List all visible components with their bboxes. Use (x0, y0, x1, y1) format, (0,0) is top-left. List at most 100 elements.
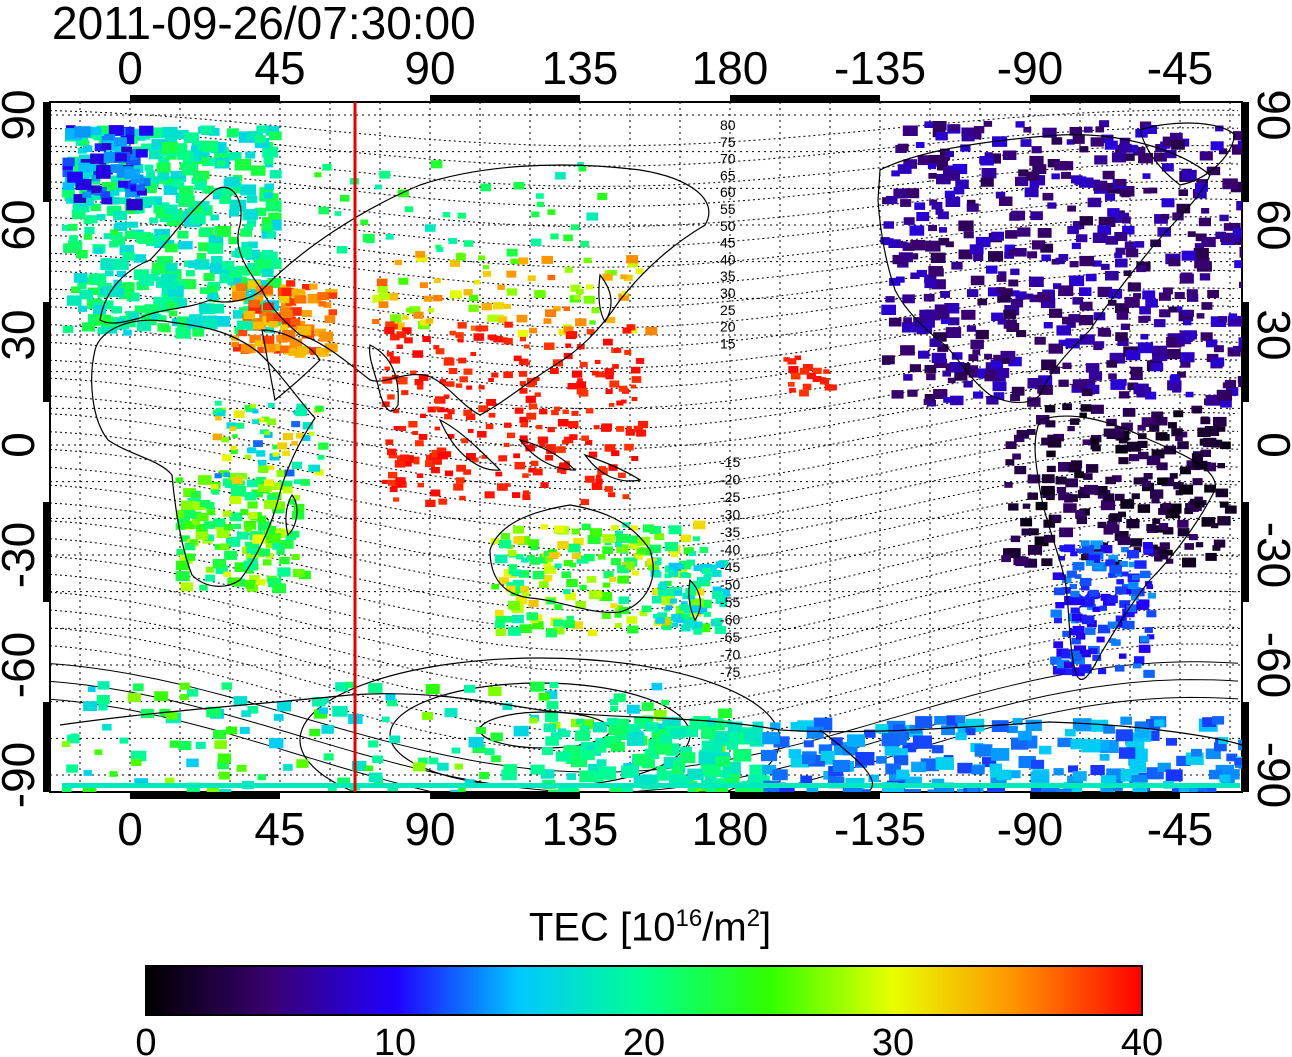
colorbar-tick-label: 10 (374, 1022, 416, 1057)
tec-cell (1195, 233, 1207, 242)
tec-cell (1138, 599, 1150, 608)
tec-cell (243, 293, 259, 305)
tec-cell (1062, 576, 1072, 584)
tec-cell (317, 292, 329, 301)
tec-cell (125, 186, 140, 198)
tec-cell (937, 211, 949, 220)
tec-cell (1124, 296, 1140, 308)
tec-cell (450, 789, 464, 792)
tec-cell (1077, 489, 1090, 499)
tec-cell (1212, 545, 1221, 551)
tec-cell (1079, 301, 1093, 311)
tec-cell (1053, 768, 1064, 776)
colorbar: 0 10 20 30 40 (135, 965, 1163, 1057)
tec-cell (1097, 286, 1113, 297)
tec-cell (432, 458, 442, 465)
tec-cell (881, 304, 896, 315)
tec-cell (161, 293, 178, 305)
tec-cell (94, 154, 103, 161)
tec-cell (1047, 202, 1057, 209)
tec-cell (211, 256, 223, 264)
tec-cell (388, 452, 398, 459)
tec-cell (201, 140, 218, 153)
tec-cell (1031, 240, 1046, 250)
tec-cell (1103, 725, 1115, 734)
axis-tick-label: 60 (0, 199, 44, 250)
tec-cell (1028, 276, 1044, 287)
tec-cell (88, 287, 99, 295)
tec-cell (618, 472, 626, 478)
tec-cell (715, 561, 726, 568)
tec-cell (88, 163, 99, 172)
tec-cell (656, 765, 667, 773)
tec-cell (1233, 131, 1242, 141)
tec-cell (254, 207, 267, 217)
tec-cell (102, 723, 112, 731)
tec-cell (408, 421, 418, 428)
tec-cell (63, 243, 77, 253)
tec-cell (651, 682, 663, 691)
tec-cell (599, 592, 613, 601)
tec-cell (1012, 453, 1021, 460)
tec-cell (581, 435, 589, 441)
tec-cell (1038, 375, 1053, 386)
tec-cell (1001, 288, 1013, 297)
tec-cell (262, 416, 270, 422)
axis-tick-label: -90 (1248, 742, 1292, 808)
tec-cell (418, 757, 428, 765)
tec-cell (1107, 208, 1120, 217)
tec-cell (1088, 371, 1103, 381)
tec-cell (591, 370, 599, 376)
tec-cell (659, 581, 668, 587)
tec-cell (212, 559, 226, 569)
tec-cell (1117, 338, 1129, 346)
tec-cell (1217, 463, 1225, 469)
tec-cell (664, 588, 675, 597)
tec-cell (103, 233, 113, 240)
tec-cell (1105, 559, 1116, 567)
tec-world-map: 8075706560555045403530252015-15-20-25-30… (0, 42, 1292, 855)
tec-cell (670, 728, 685, 739)
tec-cell (903, 788, 921, 792)
tec-cell (868, 774, 879, 782)
tec-cell (1226, 753, 1238, 762)
tec-cell (1070, 551, 1078, 557)
tec-cell (1131, 587, 1142, 595)
tec-cell (681, 725, 698, 738)
tec-cell (372, 319, 380, 325)
tec-cell (1151, 449, 1165, 459)
bottom-axis-labels: 0 45 90 135 180 -135 -90 -45 (117, 803, 1213, 855)
tec-cell (214, 473, 222, 479)
tec-cell (1092, 561, 1104, 570)
tec-cell (90, 203, 101, 212)
tec-cell (1032, 164, 1047, 174)
tec-cell (609, 380, 620, 388)
tec-cell (86, 215, 98, 224)
tec-cell (566, 787, 579, 792)
tec-cell (1037, 292, 1052, 302)
tec-cell (459, 495, 466, 501)
tec-cell (191, 511, 202, 519)
tec-cell (184, 520, 196, 529)
tec-cell (593, 591, 603, 598)
tec-cell (570, 755, 588, 768)
axis-tick-label: -90 (997, 803, 1063, 855)
tec-cell (930, 252, 946, 263)
tec-cell (715, 596, 727, 604)
tec-cell (567, 543, 581, 553)
tec-cell (1147, 634, 1155, 640)
tec-cell (1177, 371, 1186, 378)
tec-cell (1140, 333, 1149, 340)
tec-cell (185, 270, 195, 277)
tec-cell (526, 612, 538, 621)
tec-cell (1146, 455, 1161, 466)
tec-cell (1238, 377, 1242, 388)
tec-cell (1113, 560, 1122, 567)
tec-cell (1039, 745, 1052, 755)
tec-cell (1162, 163, 1174, 172)
tec-cell (405, 455, 414, 462)
tec-cell (153, 296, 166, 306)
tec-cell (210, 303, 225, 314)
tec-cell (566, 578, 578, 587)
tec-cell (142, 183, 157, 194)
